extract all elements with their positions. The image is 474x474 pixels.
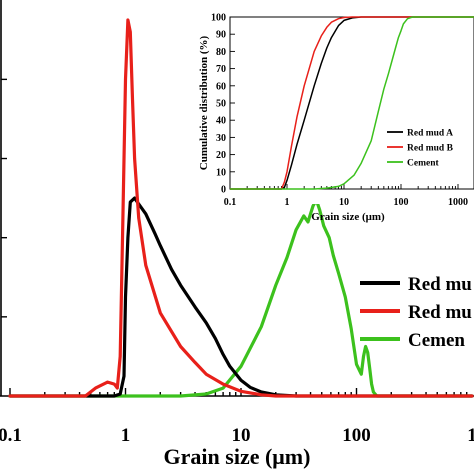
- inset-y-tick-label: 0: [221, 185, 226, 196]
- inset-y-tick-label: 40: [216, 116, 226, 127]
- inset-y-tick-label: 20: [216, 150, 226, 161]
- inset-y-tick-label: 90: [216, 30, 226, 41]
- inset-y-tick-label: 10: [216, 167, 226, 178]
- main-y-ticks: [1, 78, 7, 318]
- inset-series-red-mud-b-1: [230, 16, 474, 190]
- inset-y-tick-label: 100: [211, 13, 226, 24]
- main-series-red-mu-1: [8, 18, 474, 398]
- inset-x-tick-label: 0.1: [224, 197, 237, 208]
- main-x-tick-labels: 0.1 1 10 100 1: [0, 425, 474, 446]
- main-x-tick-label: 0.1: [0, 425, 22, 446]
- inset-legend-label: Cement: [407, 159, 439, 169]
- inset-chart: 0.1 1 10 100 1000 0 10 20 30 40 50 60 70 80 90 100 Gra…: [181, 8, 474, 223]
- inset-x-tick-label: 100: [394, 197, 409, 208]
- inset-y-tick-label: 60: [216, 81, 226, 92]
- inset-x-tick-label: 1: [285, 197, 290, 208]
- inset-y-tick-label: 70: [216, 64, 226, 75]
- inset-x-tick-label: 1000: [448, 197, 468, 208]
- inset-series-cement-2: [230, 16, 474, 190]
- inset-series-red-mud-a-0: [230, 16, 474, 190]
- inset-x-tick-labels: 0.1 1 10 100 1000: [224, 197, 468, 208]
- inset-x-tick-label: 10: [339, 197, 349, 208]
- main-legend-label: Cemen: [408, 330, 465, 351]
- inset-legend-label: Red mud A: [407, 129, 453, 139]
- main-x-tick-label: 10: [232, 425, 251, 446]
- inset-y-axis-title: Cumulative distribution (%): [198, 35, 210, 170]
- inset-series: [230, 16, 474, 190]
- inset-x-axis-title: Grain size (μm): [311, 211, 385, 223]
- inset-y-tick-labels: 0 10 20 30 40 50 60 70 80 90 100: [211, 13, 226, 196]
- main-x-tick-label: 1: [467, 425, 474, 446]
- main-legend-label: Red mu: [408, 274, 472, 295]
- inset-legend-label: Red mud B: [407, 144, 454, 154]
- inset-y-tick-label: 80: [216, 47, 226, 58]
- main-x-tick-label: 1: [121, 425, 131, 446]
- main-x-tick-label: 100: [342, 425, 371, 446]
- main-series-cemen-2: [8, 198, 474, 398]
- main-series: [8, 18, 474, 398]
- main-series-red-mu-0: [8, 196, 474, 398]
- main-x-axis-title: Grain size (μm): [164, 444, 311, 469]
- inset-y-tick-label: 50: [216, 99, 226, 110]
- main-legend-label: Red mu: [408, 302, 472, 323]
- main-legend: Red mu Red mu Cemen: [360, 274, 472, 351]
- inset-y-tick-label: 30: [216, 133, 226, 144]
- inset-legend: Red mud A Red mud B Cement: [387, 129, 454, 169]
